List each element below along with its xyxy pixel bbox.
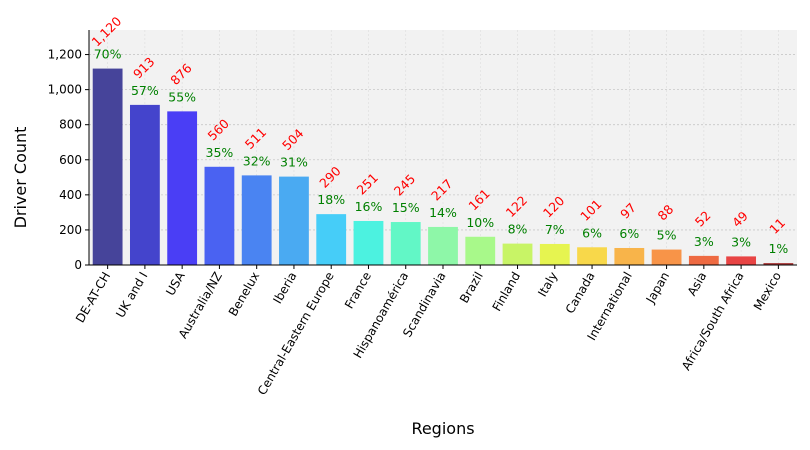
percent-label: 15% <box>392 200 420 215</box>
percent-label: 16% <box>355 199 383 214</box>
bar <box>688 255 719 265</box>
x-tick-label: Canada <box>563 270 598 317</box>
percent-label: 3% <box>694 234 714 249</box>
x-tick-label: Brazil <box>457 270 486 306</box>
bar <box>763 263 794 265</box>
percent-label: 14% <box>429 205 457 220</box>
bar <box>167 111 198 265</box>
x-axis-title: Regions <box>411 419 474 438</box>
percent-label: 8% <box>508 222 528 237</box>
bar <box>129 104 160 265</box>
percent-labels-group: 70% 57% 55% 35% 32% 31% 18% 16% 15% 14% 10% 8% 7% 6% 6… <box>94 47 789 256</box>
y-tick-label: 400 <box>59 188 82 202</box>
y-axis-title: Driver Count <box>11 127 30 229</box>
x-tick-label: Japan <box>643 270 672 307</box>
percent-label: 6% <box>582 225 602 240</box>
percent-label: 18% <box>317 192 345 207</box>
bar <box>279 176 309 265</box>
x-tick-label: UK and I <box>113 270 150 321</box>
x-tick-label: USA <box>163 269 188 298</box>
y-ticks-group: 0 200 400 600 800 1,000 1,200 <box>48 48 89 272</box>
percent-label: 6% <box>619 226 639 241</box>
x-tick-label: Italy <box>535 270 560 300</box>
bar <box>614 247 645 265</box>
bar <box>651 249 682 265</box>
percent-label: 32% <box>243 153 271 168</box>
percent-label: 35% <box>206 145 234 160</box>
x-tick-label: DE-AT-CH <box>73 270 113 326</box>
percent-label: 55% <box>168 89 196 104</box>
percent-label: 70% <box>94 47 122 62</box>
percent-label: 3% <box>731 234 751 249</box>
bars-group <box>92 68 794 265</box>
y-tick-label: 1,200 <box>48 48 82 62</box>
x-tick-label: Iberia <box>270 270 299 307</box>
grid-lines <box>89 30 797 265</box>
bar <box>92 68 123 265</box>
x-tick-label: Asia <box>685 270 710 299</box>
bar <box>204 166 235 265</box>
percent-label: 31% <box>280 155 308 170</box>
x-tick-label: Central-Eastern Europe <box>255 270 337 398</box>
x-tick-label: Mexico <box>751 270 784 313</box>
bar <box>390 222 421 265</box>
bar <box>316 214 347 265</box>
y-tick-label: 200 <box>59 223 82 237</box>
bar <box>465 236 496 265</box>
percent-label: 5% <box>657 228 677 243</box>
bar <box>539 243 570 265</box>
bar <box>726 256 757 265</box>
x-tick-label: Finland <box>490 270 524 314</box>
bar <box>577 247 607 265</box>
percent-label: 7% <box>545 222 565 237</box>
y-tick-label: 800 <box>59 118 82 132</box>
percent-label: 10% <box>466 215 494 230</box>
bar <box>241 175 272 265</box>
bar <box>428 226 458 265</box>
y-tick-label: 0 <box>74 258 82 272</box>
x-tick-label: France <box>342 270 374 312</box>
bar <box>353 220 384 265</box>
bar <box>502 243 533 265</box>
y-tick-label: 600 <box>59 153 82 167</box>
y-tick-label: 1,000 <box>48 83 82 97</box>
percent-label: 1% <box>768 241 788 256</box>
percent-label: 57% <box>131 83 159 98</box>
x-tick-label: Benelux <box>226 270 262 319</box>
